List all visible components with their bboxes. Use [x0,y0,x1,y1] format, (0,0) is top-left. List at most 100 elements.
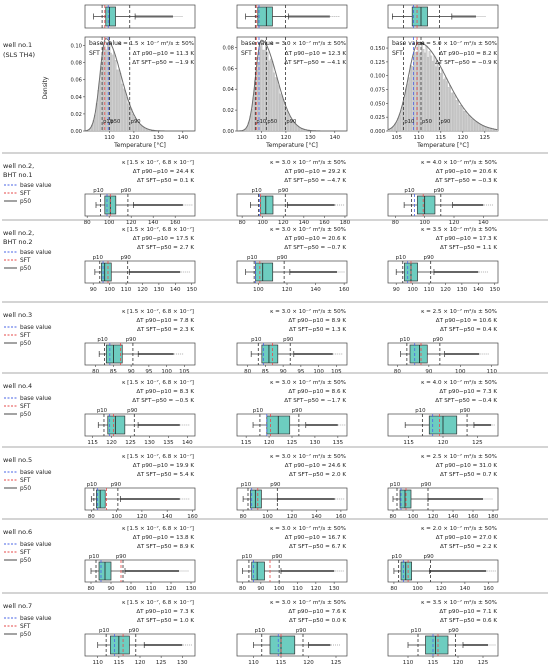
well-row: well no.4 base value SFT p50 κ [1.5 × 10⁻⁷, … [2,372,548,446]
box-flier-dot [491,204,493,206]
hist-bar [433,55,436,132]
x-tick-label: 120 [428,514,439,520]
well-row-panel: κ [1.5 × 10⁻⁷, 6.8 × 10⁻⁷] ΔT p90−p10 = 1… [84,453,198,520]
p90-tag: p90 [460,408,471,414]
x-tick-label: 120 [282,287,293,293]
box-flier-dot [337,271,339,273]
kappa-label: κ = 3.0 × 10⁻⁷ m²/s ± 50% [270,599,346,606]
box-frame [236,260,348,284]
legend-label: SFT [20,478,31,484]
well-row-panel: κ = 2.5 × 10⁻⁷ m²/s ± 50% ΔT p90−p10 = 10… [387,308,499,375]
hist-bar [125,96,128,132]
x-tick-label: 80 [239,220,246,226]
box-fliers [138,424,180,426]
legend-label: SFT [20,333,31,339]
kappa-label: κ = 3.0 × 10⁻⁷ m²/s ± 50% [270,525,346,532]
x-tick-label: 180 [488,514,499,520]
box-flier-dot [191,204,193,206]
x-tick-label: 100 [126,586,137,592]
box-fliers [463,644,488,646]
well-row-panel: κ = 4.0 × 10⁻⁷ m²/s ± 50% ΔT p90−p10 = 7.… [387,379,499,446]
y-tick-label: 0.075 [370,88,385,94]
x-tick-label: 115 [436,135,447,141]
delta-sft-p50: ΔT SFT−p50 = −0.3 K [435,178,497,184]
x-tick-label: 150 [489,287,500,293]
delta-p90-p10: ΔT p90−p10 = 11.3 K [133,51,195,57]
x-tick-label: 100 [455,369,466,375]
box-flier-dot [333,353,335,355]
x-tick-label: 120 [126,220,137,226]
y-tick-label: 0.08 [70,61,82,67]
well-row: well no.7 base value SFT p50 κ [1.5 × 10⁻⁷, … [2,592,548,666]
box-flier-dot [493,424,495,426]
x-tick-label: 105 [179,369,190,375]
x-tick-label: 160 [468,514,479,520]
p90-tag: p90 [448,628,459,634]
hist-bar [486,127,489,132]
p90-tag: p90 [292,408,303,414]
kappa-label: κ = 3.0 × 10⁻⁷ m²/s ± 50% [270,226,346,233]
x-tick-label: 90 [257,586,264,592]
hist-bar [436,62,439,132]
x-tick-label: 80 [88,514,95,520]
hist-bar [122,88,125,132]
kappa-label: κ = 2.5 × 10⁻⁷ m²/s ± 50% [421,308,497,315]
box-flier-dot [483,498,485,500]
x-tick-label: 140 [170,287,181,293]
box-flier-dot [338,424,340,426]
well-row-panel: κ = 3.0 × 10⁻⁷ m²/s ± 50% ΔT p90−p10 = 20… [236,226,350,293]
y-tick-label: 0.050 [370,101,385,107]
delta-p90-p10: ΔT p90−p10 = 27.0 K [436,535,498,541]
box-fliers [288,15,330,18]
box-iqr [269,635,296,655]
x-tick-label: 90 [425,369,432,375]
well-row-panel: κ = 3.0 × 10⁻⁷ m²/s ± 50% ΔT p90−p10 = 24… [236,453,348,520]
kappa-label: κ [1.5 × 10⁻⁷, 6.8 × 10⁻⁷] [122,379,194,386]
box-frame [236,193,348,217]
box-iqr [399,489,412,509]
p10-tag: p10 [99,628,110,634]
well-row-panel: κ = 2.0 × 10⁻⁷ m²/s ± 50% ΔT p90−p10 = 27… [387,525,499,592]
box-flier-dot [181,570,183,572]
x-tick-label: 120 [264,440,275,446]
box-frame [84,413,196,437]
p90-tag: p90 [434,188,445,194]
p10-tag: p10 [415,408,426,414]
well-sublabel: (SLS TH4) [3,51,35,59]
hist-bar [474,121,477,132]
box-iqr [105,6,116,27]
kappa-label: κ = 4.0 × 10⁻⁷ m²/s ± 50% [421,379,497,386]
p90-tag: p90 [424,255,435,261]
well-1-panel: 0.000 0.025 0.050 0.075 0.100 0.125 0.150 105 11… [370,4,499,149]
p90-tag: p90 [121,255,132,261]
x-tick-label: 125 [480,135,491,141]
box-flier-dot [494,644,496,646]
x-tick-label: 90 [393,287,400,293]
hist-bar [296,126,299,132]
hist-bar [472,119,475,132]
x-tick-label: 110 [121,287,132,293]
well-label: well no.6 [3,528,32,536]
x-tick-label: 150 [186,287,197,293]
delta-sft-p50: ΔT SFT−p50 = 1.0 K [137,618,194,624]
p90-tag: p90 [270,482,281,488]
box-iqr [260,195,274,215]
x-tick-label: 80 [394,369,401,375]
box-flier-dot [187,570,189,572]
x-tick-label: 160 [319,220,330,226]
box-iqr [107,415,126,435]
x-tick-label: 100 [313,369,324,375]
box-flier-dot [188,498,190,500]
x-tick-label: 120 [453,660,464,666]
box-flier-dot [486,570,488,572]
hist-bar [482,125,484,132]
p90-tag: p90 [126,337,137,343]
delta-p90-p10: ΔT p90−p10 = 7.3 K [136,609,194,615]
kappa-label: κ = 3.0 × 10⁻⁷ m²/s ± 50% [270,379,346,386]
hist-bar [471,119,473,132]
x-axis-label: Temperature [°C] [265,142,318,149]
p90-tag: p90 [433,337,444,343]
box-fliers [444,353,480,355]
delta-p90-p10: ΔT p90−p10 = 7.6 K [288,609,346,615]
x-tick-label: 130 [154,287,165,293]
